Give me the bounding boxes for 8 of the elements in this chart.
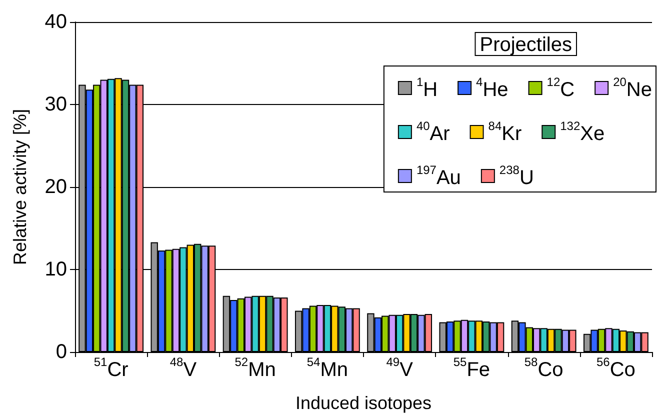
legend-title: Projectiles [480, 34, 572, 56]
y-tick-label: 30 [44, 94, 67, 116]
y-axis-title: Relative activity [%] [10, 108, 30, 266]
y-tick-label: 10 [44, 258, 67, 280]
y-tick-label: 0 [56, 341, 67, 363]
y-tick-label: 40 [44, 11, 67, 33]
x-axis-title: Induced isotopes [295, 393, 432, 413]
y-tick-label: 20 [44, 176, 67, 198]
